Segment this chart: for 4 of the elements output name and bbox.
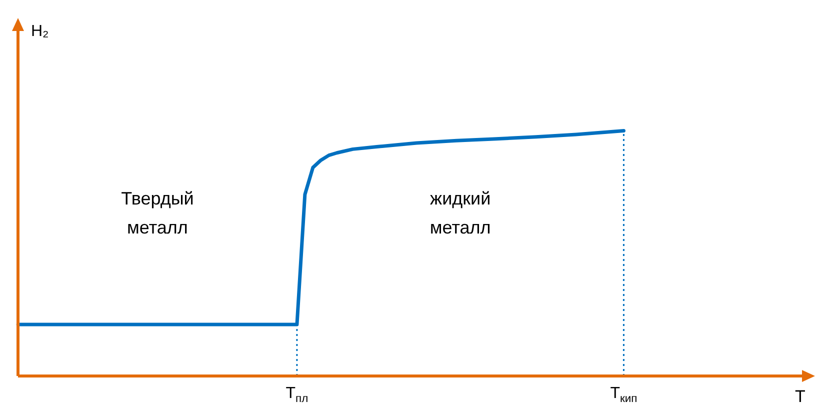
x-axis-title: T	[795, 387, 806, 403]
annotation: Твердый металл	[121, 188, 194, 238]
annotation: жидкий металл	[430, 188, 491, 238]
text: H₂	[31, 23, 49, 40]
